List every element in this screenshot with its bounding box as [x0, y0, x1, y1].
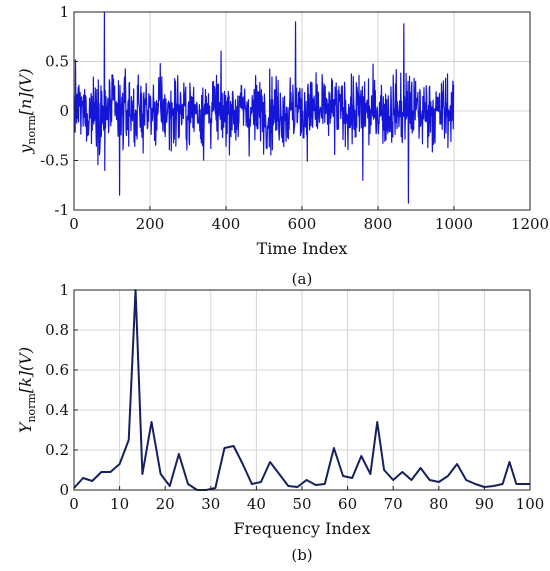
panel-b-y-tick-label: 0.2: [45, 441, 69, 459]
panel-b-series-line: [73, 289, 530, 491]
panel-b-y-tick-label: 0: [59, 481, 69, 499]
panel-a-ylabel-tail: [n](V): [16, 68, 35, 115]
panel-b-y-tick-label: 0.4: [45, 401, 69, 419]
panel-b-x-ticks: 0 10 20 30 40 50 60 70 80 90 100: [69, 486, 544, 513]
panel-a-y-tick-label: 1: [59, 3, 69, 21]
panel-a-ylabel-main: y: [16, 144, 35, 155]
panel-a-y-ticks: -1 -0.5 0 0.5 1: [40, 3, 78, 219]
panel-b-ylabel-tail: [k](V): [16, 347, 35, 393]
panel-b-x-tick-label: 30: [201, 495, 220, 513]
panel-a-x-tick-label: 600: [288, 215, 317, 233]
panel-b-y-tick-label: 0.6: [45, 361, 69, 379]
panel-b-x-tick-label: 90: [475, 495, 494, 513]
panel-b-x-axis-label: Frequency Index: [234, 519, 371, 538]
panel-a-x-tick-label: 800: [364, 215, 393, 233]
panel-a-y-tick-label: -1: [54, 201, 69, 219]
panel-a-y-tick-label: 0: [59, 102, 69, 120]
panel-b-y-ticks: 0 0.2 0.4 0.6 0.8 1: [45, 281, 78, 499]
panel-b-x-tick-label: 20: [156, 495, 175, 513]
panel-a-x-tick-label: 200: [136, 215, 165, 233]
panel-a-x-tick-label: 1200: [511, 215, 549, 233]
panel-b-y-tick-label: 1: [59, 281, 69, 299]
panel-a-ylabel-sub: norm: [25, 115, 38, 145]
panel-b-ylabel-sub: norm: [25, 393, 38, 423]
panel-b-y-tick-label: 0.8: [45, 321, 69, 339]
panel-b-x-tick-label: 70: [384, 495, 403, 513]
panel-a-x-tick-label: 1000: [435, 215, 473, 233]
panel-b-y-axis-label: Ynorm[k](V): [16, 347, 38, 433]
panel-a-caption: (a): [292, 270, 313, 288]
panel-b-x-tick-label: 10: [110, 495, 129, 513]
panel-b-x-tick-label: 60: [338, 495, 357, 513]
panel-a-series-line: [73, 11, 455, 204]
panel-b-x-tick-label: 0: [69, 495, 79, 513]
panel-a-x-tick-label: 0: [69, 215, 79, 233]
panel-b-x-tick-label: 80: [429, 495, 448, 513]
panel-a-x-tick-label: 400: [212, 215, 241, 233]
panel-b-x-tick-label: 100: [516, 495, 545, 513]
panel-b-x-tick-label: 50: [292, 495, 311, 513]
panel-b-caption: (b): [291, 546, 312, 564]
panel-a-y-tick-label: 0.5: [45, 53, 69, 71]
panel-a-y-axis-label: ynorm[n](V): [16, 68, 38, 154]
panel-a-time-domain: 0 200 400 600 800 1000 1200 -1 -0.5 0 0.5 1 Time I…: [16, 3, 549, 288]
panel-a-x-axis-label: Time Index: [257, 239, 348, 258]
panel-b-x-tick-label: 40: [247, 495, 266, 513]
panel-b-spectrum-line: [73, 289, 530, 491]
panel-a-signal-line: [73, 11, 455, 204]
panel-a-x-ticks: 0 200 400 600 800 1000 1200: [69, 206, 549, 233]
panel-b-ylabel-main: Y: [16, 421, 35, 433]
panel-b-frequency-domain: 0 10 20 30 40 50 60 70 80 90 100 0 0.2 0.4 0.6 0.8 1 Fr…: [16, 281, 544, 564]
panel-a-y-tick-label: -0.5: [40, 152, 69, 170]
